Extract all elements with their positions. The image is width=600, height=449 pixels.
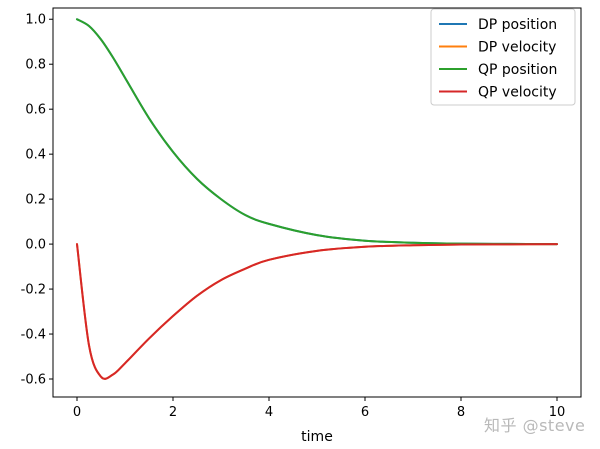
x-axis-label: time (301, 429, 333, 445)
x-axis-ticks: 0 2 4 6 8 10 (73, 397, 565, 420)
y-tick-label: -0.6 (21, 373, 46, 388)
series-layer (76, 18, 558, 380)
legend-label-dp-velocity: DP velocity (478, 40, 556, 56)
legend: DP position DP velocity QP position QP velo… (430, 8, 576, 106)
y-tick-label: 0.4 (25, 148, 46, 163)
y-tick-label: 0.0 (25, 238, 46, 253)
plot-frame (52, 7, 582, 398)
x-tick-label: 10 (549, 405, 566, 420)
y-tick-label: 1.0 (25, 13, 46, 28)
y-tick-label: -0.2 (21, 283, 46, 298)
y-axis-ticks: -0.6 -0.4 -0.2 0.0 0.2 0.4 0.6 0.8 1.0 (21, 13, 53, 388)
series-line-qp-velocity (76, 243, 558, 380)
legend-label-dp-position: DP position (478, 17, 557, 33)
x-tick-label: 8 (457, 405, 465, 420)
y-tick-label: 0.8 (25, 58, 46, 73)
watermark: 知乎 @steve (484, 416, 586, 435)
y-tick-label: 0.6 (25, 103, 46, 118)
x-tick-label: 4 (265, 405, 273, 420)
legend-label-qp-velocity: QP velocity (478, 85, 557, 101)
series-line-qp-position (76, 18, 558, 246)
legend-box (430, 8, 576, 106)
y-tick-label: 0.2 (25, 193, 46, 208)
legend-items: DP position DP velocity QP position QP velo… (439, 17, 557, 101)
x-tick-label: 6 (361, 405, 369, 420)
x-tick-label: 2 (169, 405, 177, 420)
x-tick-label: 0 (73, 405, 81, 420)
legend-label-qp-position: QP position (478, 62, 557, 78)
y-tick-label: -0.4 (21, 328, 46, 343)
